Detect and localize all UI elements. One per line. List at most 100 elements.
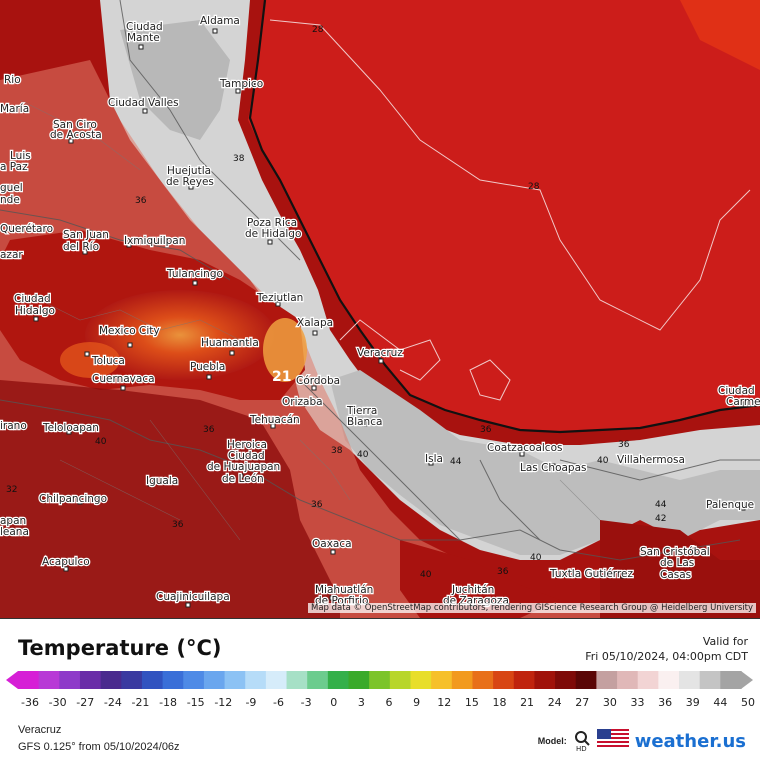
color-scale-swatch [38, 671, 60, 689]
map-attribution[interactable]: Map data © OpenStreetMap contributors, r… [308, 603, 756, 613]
contour-label: 38 [331, 446, 343, 456]
sea-warm-patch [680, 0, 760, 70]
city-label: Ciudad [718, 385, 755, 397]
color-scale-swatch [493, 671, 515, 689]
brand-name[interactable]: weather.us [634, 730, 746, 752]
tick-label: 27 [575, 696, 590, 709]
hot-spot-valley [85, 290, 275, 380]
tick-label: -15 [186, 696, 205, 709]
tick-label: -36 [21, 696, 39, 709]
city-label: del Río [63, 241, 99, 253]
model-label: Model: [537, 736, 567, 746]
temperature-map[interactable]: Aldama Ciudad Mante Tampico Ciudad Valle… [0, 0, 760, 619]
us-flag-icon [596, 728, 629, 754]
city-label: Tampico [219, 78, 263, 90]
contour-island [469, 359, 511, 401]
city-labels: Aldama Ciudad Mante Tampico Ciudad Valle… [0, 14, 760, 609]
color-scale-swatch [596, 671, 618, 689]
city-label: Iguala [146, 475, 178, 487]
color-scale-swatch [617, 671, 639, 689]
valid-time: Valid for Fri 05/10/2024, 04:00pm CDT [585, 634, 748, 664]
contour-label: 36 [480, 425, 492, 435]
tick-label: 30 [602, 696, 617, 709]
color-scale-ticks: -36 -30 -27 -24 -21 -18 -15 -12 -9 -6 -3 0 3 6 9 12 15 18… [0, 696, 760, 710]
city-label: Puebla [190, 361, 225, 373]
color-scale-swatch [203, 671, 226, 689]
color-scale-swatch [472, 671, 494, 689]
contour-label: 32 [6, 485, 17, 495]
tick-label: -30 [48, 696, 67, 709]
tick-label: -18 [159, 696, 178, 709]
city-label: Coatzacoalcos [487, 442, 562, 454]
cool-lowland [330, 370, 760, 555]
city-label: Blanca [347, 416, 382, 428]
city-label: Ciudad [14, 293, 51, 305]
city-label: de Reyes [166, 176, 214, 188]
city-label: a Paz [0, 161, 28, 173]
city-label: de León [222, 473, 264, 485]
color-scale-swatch [224, 671, 246, 689]
city-label: Ixmiquilpan [124, 235, 185, 247]
city-label: Ciudad [126, 21, 163, 33]
color-scale-swatch [265, 671, 288, 689]
isthmus-hot [400, 540, 560, 618]
city-label: Teziutlan [256, 292, 303, 304]
city-label: de Las [660, 557, 694, 569]
color-scale-swatch [637, 671, 659, 689]
tick-label: -27 [76, 696, 95, 709]
city-label: nde [0, 194, 20, 206]
map-canvas: Aldama Ciudad Mante Tampico Ciudad Valle… [0, 0, 760, 618]
color-scale-swatch [79, 671, 102, 689]
color-scale-swatch [245, 671, 267, 689]
contour-label: 40 [530, 553, 542, 563]
tick-label: -6 [273, 696, 285, 709]
tick-label: -24 [103, 696, 122, 709]
tick-label: 3 [357, 696, 365, 709]
color-scale-swatch [389, 671, 412, 689]
color-scale-swatch [679, 671, 701, 689]
city-label: Ciudad [228, 450, 265, 462]
city-label: Villahermosa [617, 454, 685, 466]
tick-label: 33 [630, 696, 645, 709]
city-label: Tulancingo [166, 268, 223, 280]
color-scale-swatch [121, 671, 143, 689]
tick-label: 39 [685, 696, 700, 709]
contour-label: 38 [233, 154, 245, 164]
city-label: Huejutla [167, 165, 211, 177]
city-label: Poza Rica [247, 217, 297, 229]
color-scale-swatch [451, 671, 474, 689]
brand[interactable]: Model: HD weather.us [538, 728, 746, 754]
tick-label: 44 [713, 696, 728, 709]
color-scale-swatch [327, 671, 350, 689]
city-label: San Cristóbal [640, 546, 710, 558]
city-label: Juchitán [451, 584, 494, 596]
contour-labels: 28 28 36 38 40 36 38 40 36 36 40 44 40 4… [6, 25, 667, 580]
valid-datetime: Fri 05/10/2024, 04:00pm CDT [585, 650, 748, 663]
city-label: Tierra [346, 405, 377, 417]
tick-label: -21 [131, 696, 150, 709]
city-label: Veracruz [357, 347, 403, 359]
coastline [248, 0, 760, 434]
color-scale-swatch [307, 671, 329, 689]
city-label: San Ciro [53, 119, 97, 131]
color-scale-min-arrow [6, 671, 18, 689]
city-label: Miahuatlán [315, 584, 373, 596]
tick-label: 0 [330, 696, 338, 709]
hd-magnifier-icon[interactable]: HD [573, 730, 591, 753]
municipal-borders [19, 99, 601, 541]
city-label: Cuernavaca [92, 373, 155, 385]
city-label: de Huajuapan [207, 461, 280, 473]
contour-label: 36 [497, 567, 509, 577]
city-label: Oaxaca [312, 538, 352, 550]
city-label: Chilpancingo [39, 493, 107, 505]
color-scale-swatch [534, 671, 556, 689]
state-borders [0, 0, 760, 561]
city-label: guel [0, 182, 23, 194]
tick-label: 50 [741, 696, 755, 709]
southern-highlands [0, 380, 340, 618]
city-label: María [0, 103, 29, 115]
color-scale-swatch [699, 671, 721, 689]
tick-label: 12 [437, 696, 452, 709]
city-label: leana [0, 526, 29, 538]
color-scale-swatch [410, 671, 432, 689]
